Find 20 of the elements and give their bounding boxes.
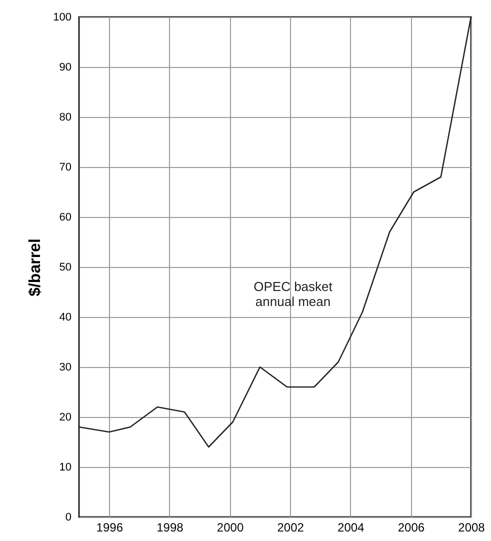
x-tick-label: 2002 (277, 520, 304, 534)
y-tick-label: 90 (59, 62, 72, 74)
y-tick-label: 40 (59, 312, 72, 324)
y-tick-label: 100 (53, 12, 72, 24)
y-tick-label: 50 (59, 262, 72, 274)
y-tick-label: 10 (59, 462, 72, 474)
x-tick-label: 1998 (156, 520, 184, 534)
x-tick-label: 2000 (216, 520, 244, 534)
y-tick-label: 80 (59, 112, 72, 124)
y-tick-label: 70 (59, 162, 72, 174)
x-tick-label: 1996 (96, 520, 124, 534)
x-tick-label: 2006 (398, 520, 425, 534)
y-tick-label: 60 (59, 212, 72, 224)
y-axis-title: $/barrel (27, 238, 44, 296)
y-tick-label: 0 (65, 512, 72, 524)
x-tick-label: 2008 (458, 520, 486, 534)
x-tick-label: 2004 (338, 520, 365, 534)
annotation: OPEC basket annual mean (254, 279, 333, 309)
y-tick-label: 20 (59, 412, 72, 424)
y-tick-label: 30 (59, 362, 72, 374)
